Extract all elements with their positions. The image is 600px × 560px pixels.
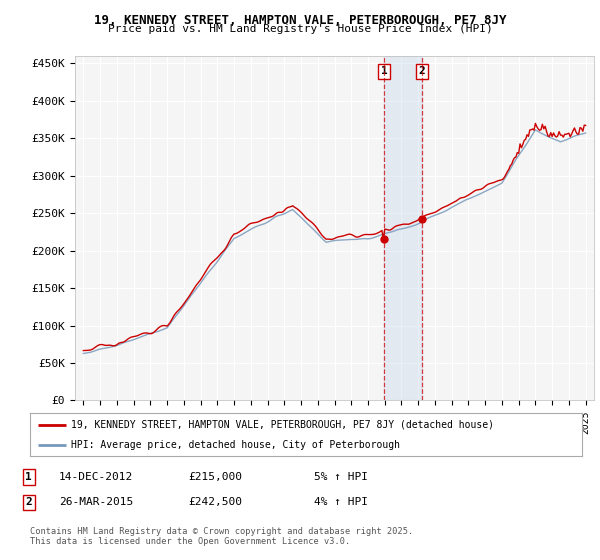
Bar <box>384 56 422 400</box>
Text: 5% ↑ HPI: 5% ↑ HPI <box>314 472 368 482</box>
Text: 2: 2 <box>419 67 425 77</box>
Text: £242,500: £242,500 <box>188 497 242 507</box>
Text: HPI: Average price, detached house, City of Peterborough: HPI: Average price, detached house, City… <box>71 440 400 450</box>
Text: 1: 1 <box>380 67 387 77</box>
Text: 2: 2 <box>25 497 32 507</box>
Text: Price paid vs. HM Land Registry's House Price Index (HPI): Price paid vs. HM Land Registry's House … <box>107 24 493 34</box>
Text: 19, KENNEDY STREET, HAMPTON VALE, PETERBOROUGH, PE7 8JY (detached house): 19, KENNEDY STREET, HAMPTON VALE, PETERB… <box>71 420 494 430</box>
Text: 14-DEC-2012: 14-DEC-2012 <box>59 472 133 482</box>
Text: 26-MAR-2015: 26-MAR-2015 <box>59 497 133 507</box>
Text: Contains HM Land Registry data © Crown copyright and database right 2025.
This d: Contains HM Land Registry data © Crown c… <box>30 526 413 546</box>
Text: £215,000: £215,000 <box>188 472 242 482</box>
Text: 19, KENNEDY STREET, HAMPTON VALE, PETERBOROUGH, PE7 8JY: 19, KENNEDY STREET, HAMPTON VALE, PETERB… <box>94 14 506 27</box>
Text: 1: 1 <box>25 472 32 482</box>
Text: 4% ↑ HPI: 4% ↑ HPI <box>314 497 368 507</box>
